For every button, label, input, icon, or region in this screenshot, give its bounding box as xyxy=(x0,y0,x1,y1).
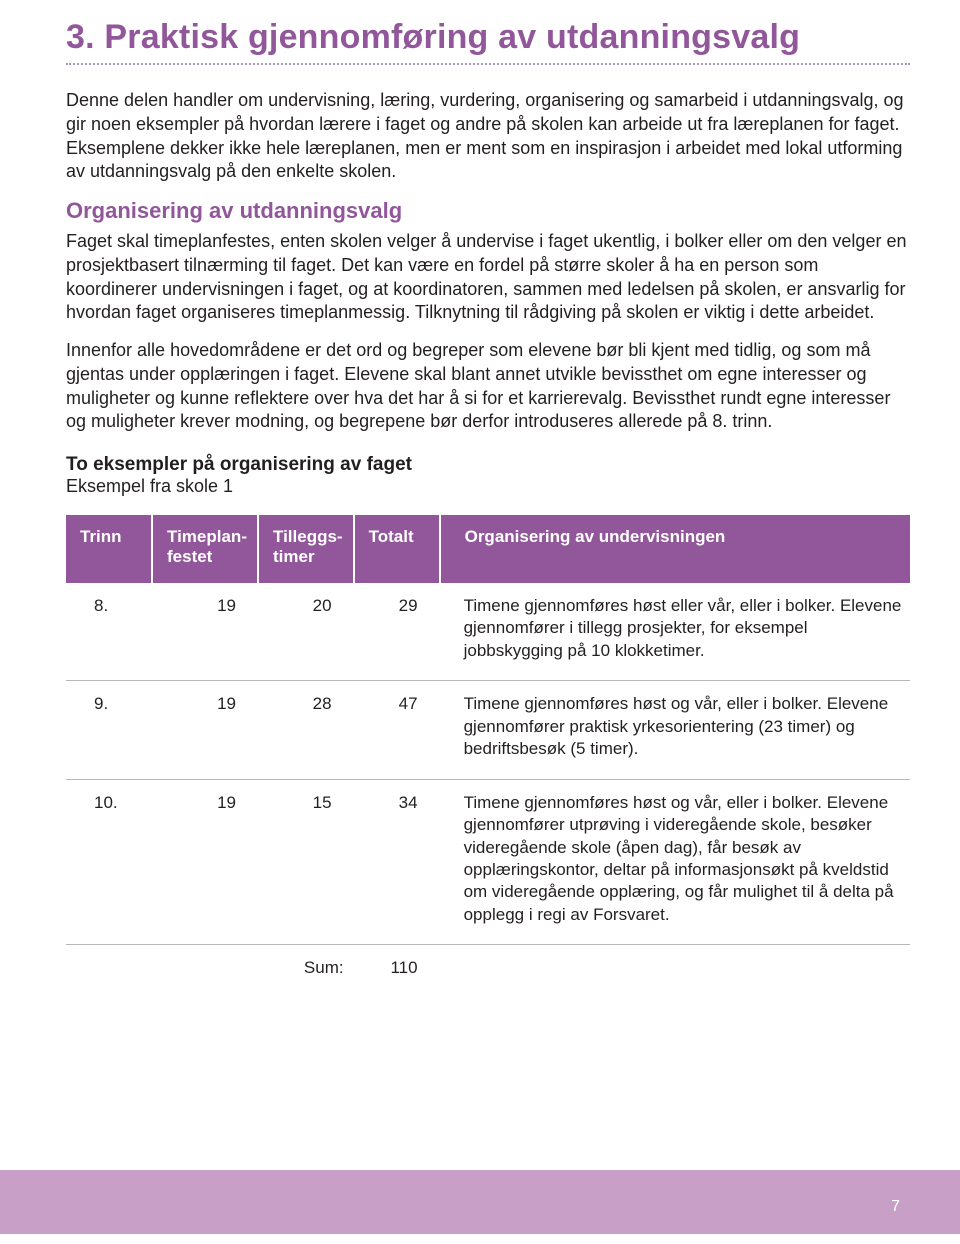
cell-totalt: 47 xyxy=(354,681,440,779)
table-row: 10. 19 15 34 Timene gjennomføres høst og… xyxy=(66,779,910,945)
cell-trinn: 9. xyxy=(66,681,152,779)
cell-tillegg: 20 xyxy=(258,583,354,681)
sum-label: Sum: xyxy=(258,945,354,992)
sum-value: 110 xyxy=(354,945,440,992)
cell-tillegg: 15 xyxy=(258,779,354,945)
intro-paragraph: Denne delen handler om undervisning, lær… xyxy=(66,89,910,184)
cell-organisering: Timene gjennomføres høst og vår, eller i… xyxy=(440,681,910,779)
cell-totalt: 29 xyxy=(354,583,440,681)
dotted-divider xyxy=(66,63,910,65)
page-number: 7 xyxy=(891,1198,900,1216)
cell-timeplan: 19 xyxy=(152,583,258,681)
organisering-table: Trinn Timeplan- festet Tilleggs- timer T… xyxy=(66,515,910,992)
table-header-row: Trinn Timeplan- festet Tilleggs- timer T… xyxy=(66,515,910,583)
cell-trinn: 8. xyxy=(66,583,152,681)
examples-heading: To eksempler på organisering av faget xyxy=(66,454,910,476)
org-paragraph-2: Innenfor alle hovedområdene er det ord o… xyxy=(66,339,910,434)
footer-bar xyxy=(0,1170,960,1234)
cell-tillegg: 28 xyxy=(258,681,354,779)
cell-timeplan: 19 xyxy=(152,681,258,779)
cell-trinn: 10. xyxy=(66,779,152,945)
document-page: 3. Praktisk gjennomføring av utdanningsv… xyxy=(0,0,960,1244)
example-label: Eksempel fra skole 1 xyxy=(66,476,910,497)
table-sum-row: Sum: 110 xyxy=(66,945,910,992)
table-row: 8. 19 20 29 Timene gjennomføres høst ell… xyxy=(66,583,910,681)
cell-organisering: Timene gjennomføres høst eller vår, elle… xyxy=(440,583,910,681)
table-row: 9. 19 28 47 Timene gjennomføres høst og … xyxy=(66,681,910,779)
org-paragraph-1: Faget skal timeplanfestes, enten skolen … xyxy=(66,230,910,325)
cell-organisering: Timene gjennomføres høst og vår, eller i… xyxy=(440,779,910,945)
cell-timeplan: 19 xyxy=(152,779,258,945)
col-organisering: Organisering av undervisningen xyxy=(440,515,910,583)
page-title: 3. Praktisk gjennomføring av utdanningsv… xyxy=(66,18,910,57)
col-totalt: Totalt xyxy=(354,515,440,583)
cell-totalt: 34 xyxy=(354,779,440,945)
col-trinn: Trinn xyxy=(66,515,152,583)
col-tilleggstimer: Tilleggs- timer xyxy=(258,515,354,583)
col-timeplanfestet: Timeplan- festet xyxy=(152,515,258,583)
section-heading-organisering: Organisering av utdanningsvalg xyxy=(66,198,910,224)
